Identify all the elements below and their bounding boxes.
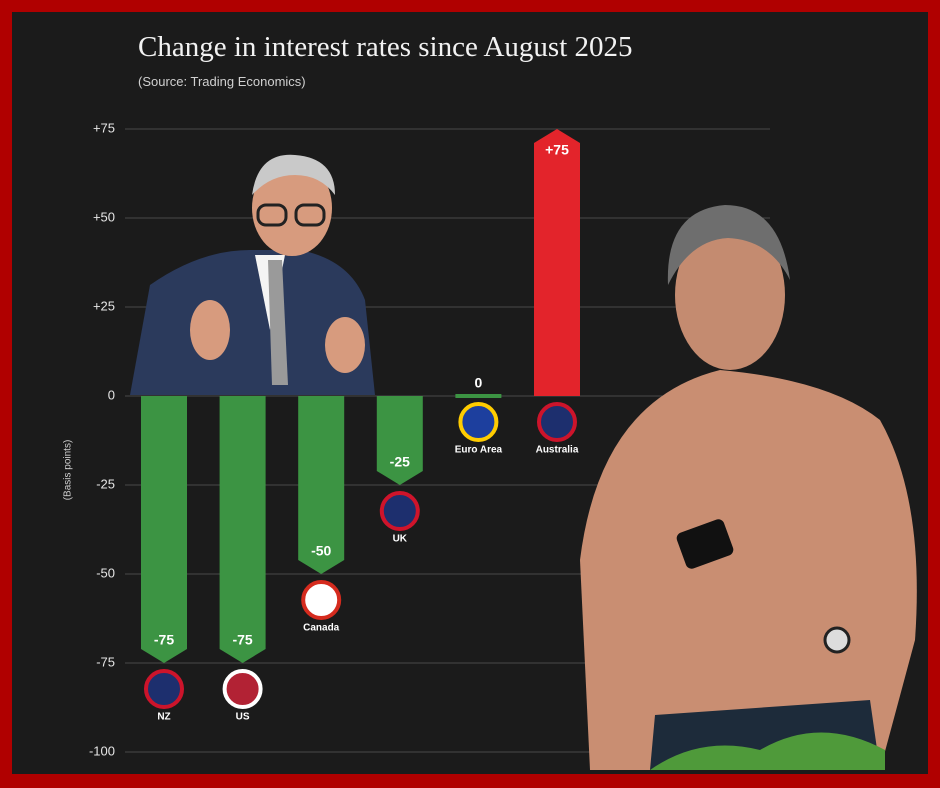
y-tick-label: -75 [96,654,115,669]
bar [534,129,580,396]
bar [455,394,502,398]
value-label: -75 [232,632,252,648]
flag-icon [301,580,342,620]
flag-icon [537,402,577,442]
value-label: -50 [311,543,331,559]
y-tick-label: +75 [93,120,115,135]
value-label: -75 [154,632,174,648]
category-label: NZ [157,712,170,723]
flag-icon [222,669,263,709]
category-label: Australia [536,445,579,456]
flag-icon [458,402,499,442]
y-tick-label: -25 [96,476,115,491]
category-label: Canada [303,623,340,634]
category-label: US [236,712,250,723]
bar [376,396,423,485]
flag-icon [379,491,420,531]
chart-subtitle: (Source: Trading Economics) [138,74,306,89]
y-tick-label: +50 [93,209,115,224]
y-tick-label: -50 [96,565,115,580]
person-right [580,205,917,770]
value-label: +75 [545,142,569,158]
y-axis-label: (Basis points) [63,440,74,501]
y-tick-label: +25 [93,298,115,313]
bar [141,396,187,663]
bar [219,396,266,663]
category-label: UK [393,534,408,545]
bars: -75 NZ -75 US -50 Canada -25 UK 0 Euro Area +75 Aus… [141,129,580,723]
category-label: Euro Area [455,445,503,456]
y-tick-label: 0 [108,387,115,402]
value-label: 0 [475,375,483,391]
bar [298,396,345,574]
y-tick-label: -100 [89,743,115,758]
value-label: -25 [390,454,410,470]
person-left [130,154,375,395]
flag-icon [144,669,184,709]
chart-title: Change in interest rates since August 20… [138,31,633,63]
